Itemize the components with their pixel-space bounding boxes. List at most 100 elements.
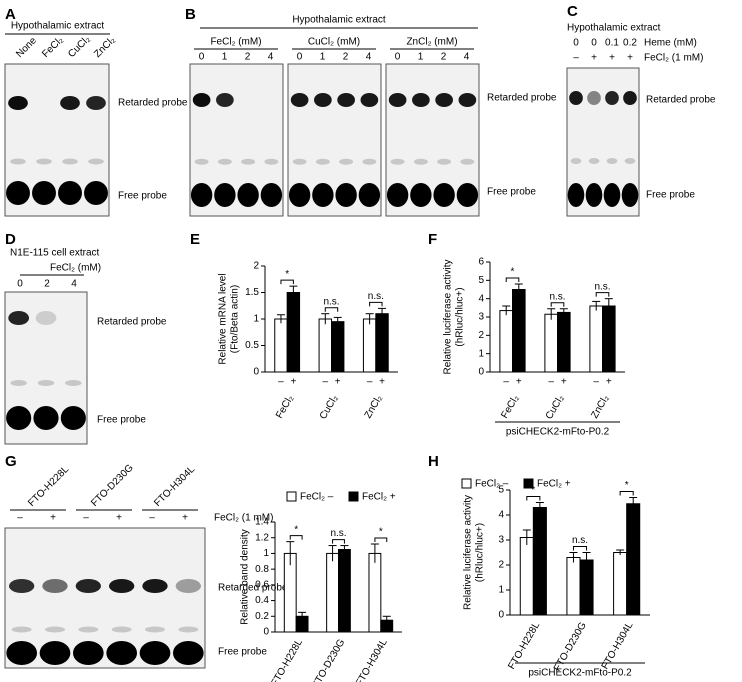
y-tick-label: 3 xyxy=(498,535,504,546)
band-label: Free probe xyxy=(646,190,695,201)
series-label: + xyxy=(290,377,296,388)
smear xyxy=(241,158,256,165)
lane-label: + xyxy=(116,513,122,524)
series-label: + xyxy=(379,377,385,388)
series-label: – xyxy=(323,377,329,388)
y-axis-label: Relative luciferase activity xyxy=(443,259,454,374)
band-label: Retarded probe xyxy=(118,98,188,109)
bar xyxy=(499,310,513,373)
y-tick-label: 1 xyxy=(263,548,269,559)
significance-label: * xyxy=(294,524,298,535)
free-band xyxy=(456,183,479,207)
band-label: Retarded probe xyxy=(487,93,557,104)
band-label: Free probe xyxy=(218,647,267,658)
lane-label: 4 xyxy=(464,52,470,63)
y-tick-label: 2 xyxy=(478,330,484,341)
smear xyxy=(588,158,600,165)
y-tick-label: 2 xyxy=(253,261,259,272)
smear xyxy=(570,158,582,165)
smear xyxy=(65,380,82,386)
retarded-band xyxy=(142,579,168,593)
row-label: Heme (mM) xyxy=(644,38,697,49)
free-band xyxy=(58,181,82,205)
free-band xyxy=(358,183,381,207)
panel-header: Hypothalamic extract xyxy=(567,23,661,34)
y-tick-label: 0.5 xyxy=(245,340,259,351)
lane-label: 0.2 xyxy=(623,38,637,49)
retarded-band xyxy=(360,93,379,107)
lane-label: 4 xyxy=(71,279,77,290)
retarded-band xyxy=(109,579,135,593)
series-label: + xyxy=(561,377,567,388)
significance-bracket xyxy=(374,537,388,542)
lane-label: + xyxy=(182,513,188,524)
retarded-band xyxy=(569,91,583,105)
smear xyxy=(10,158,26,165)
y-tick-label: 4 xyxy=(498,510,504,521)
significance-bracket xyxy=(369,301,383,307)
lane-label: 0.1 xyxy=(605,38,619,49)
lane-label: 0 xyxy=(395,52,401,63)
y-tick-label: 3 xyxy=(478,312,484,323)
smear xyxy=(10,380,27,386)
bar xyxy=(519,537,534,616)
y-tick-label: 0 xyxy=(253,367,259,378)
bar xyxy=(512,289,526,373)
series-label: + xyxy=(335,377,341,388)
significance-bracket xyxy=(526,496,541,501)
free-band xyxy=(567,183,585,207)
free-band xyxy=(6,181,30,205)
series-label: – xyxy=(593,377,599,388)
bar xyxy=(613,552,628,616)
free-band xyxy=(335,183,357,207)
smear xyxy=(362,158,377,165)
legend-label: FeCl₂ – xyxy=(300,492,334,503)
lane-label: + xyxy=(591,53,597,64)
free-band xyxy=(190,183,213,207)
legend-label: FeCl₂ – xyxy=(475,479,509,490)
smear xyxy=(78,626,99,633)
smear xyxy=(145,626,165,633)
free-band xyxy=(39,641,71,665)
y-axis-label: Relative band density xyxy=(240,529,251,625)
significance-bracket xyxy=(332,539,345,544)
legend-label: FeCl₂ + xyxy=(362,492,396,503)
y-tick-label: 1.2 xyxy=(255,532,269,543)
bar xyxy=(286,292,301,373)
x-tick-label: CuCl₂ xyxy=(318,393,341,421)
significance-bracket xyxy=(595,292,610,297)
free-band xyxy=(173,641,204,665)
lane-label: + xyxy=(627,53,633,64)
series-label: + xyxy=(606,377,612,388)
free-band xyxy=(106,641,137,665)
panel-header: N1E-115 cell extract xyxy=(10,248,100,259)
retarded-band xyxy=(388,93,407,107)
significance-label: * xyxy=(379,527,383,538)
y-tick-label: 0.4 xyxy=(255,595,269,606)
free-band xyxy=(585,183,603,207)
series-label: + xyxy=(516,377,522,388)
gel-image xyxy=(4,527,206,669)
lane-label: CuCl₂ xyxy=(66,34,92,60)
panel-label: F xyxy=(428,231,437,248)
lane-label: + xyxy=(50,513,56,524)
x-axis-label: psiCHECK2-mFto-P0.2 xyxy=(506,427,610,438)
free-band xyxy=(260,183,283,207)
retarded-band xyxy=(216,93,234,107)
significance-bracket xyxy=(572,546,588,551)
retarded-band xyxy=(458,93,477,107)
smear xyxy=(62,158,78,165)
series-label: – xyxy=(503,377,509,388)
significance-label: * xyxy=(285,269,289,280)
smear xyxy=(315,158,330,165)
lane-label: FTO-H228L xyxy=(26,464,71,509)
retarded-band xyxy=(8,579,35,593)
y-tick-label: 4 xyxy=(478,293,484,304)
significance-label: n.s. xyxy=(549,291,565,302)
lane-label: 0 xyxy=(199,52,205,63)
y-axis-label: Relative mRNA level xyxy=(218,273,229,364)
lane-label: – xyxy=(83,513,89,524)
y-tick-label: 1 xyxy=(253,314,259,325)
significance-bracket xyxy=(550,302,565,307)
retarded-band xyxy=(587,91,601,105)
